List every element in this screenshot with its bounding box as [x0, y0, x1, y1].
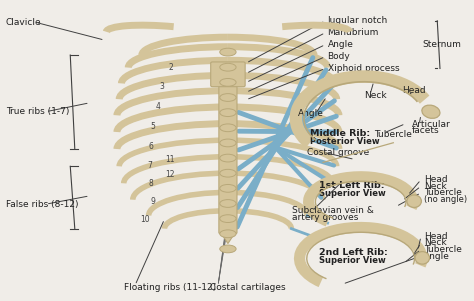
- Text: Floating ribs (11-12): Floating ribs (11-12): [124, 283, 216, 292]
- Text: 1st Left Rib:: 1st Left Rib:: [319, 181, 384, 190]
- Ellipse shape: [220, 215, 236, 222]
- Text: True ribs (1-7): True ribs (1-7): [6, 107, 69, 116]
- Text: Posterior View: Posterior View: [310, 137, 380, 146]
- Text: Angle: Angle: [328, 40, 354, 49]
- Polygon shape: [221, 232, 235, 244]
- Text: Angle: Angle: [424, 252, 449, 261]
- Text: 4: 4: [155, 102, 160, 111]
- Text: Neck: Neck: [424, 238, 447, 247]
- Text: artery grooves: artery grooves: [292, 213, 359, 222]
- Text: Superior View: Superior View: [319, 256, 385, 265]
- Text: 12: 12: [165, 170, 175, 179]
- Text: 5: 5: [151, 122, 155, 131]
- Ellipse shape: [407, 195, 421, 207]
- Text: Manubrium: Manubrium: [328, 28, 379, 37]
- Ellipse shape: [422, 105, 440, 118]
- Text: False ribs (8-12): False ribs (8-12): [6, 200, 78, 209]
- Text: Costal cartilages: Costal cartilages: [210, 283, 285, 292]
- Ellipse shape: [220, 185, 236, 192]
- Text: Sternum: Sternum: [423, 40, 462, 49]
- Text: Tubercle: Tubercle: [374, 130, 412, 138]
- Text: 8: 8: [148, 179, 153, 188]
- Text: Tubercle: Tubercle: [424, 245, 462, 254]
- Ellipse shape: [220, 200, 236, 207]
- Text: 9: 9: [151, 197, 155, 206]
- Text: Neck: Neck: [364, 91, 386, 100]
- Text: (no angle): (no angle): [424, 195, 467, 204]
- Text: 10: 10: [141, 215, 150, 224]
- Ellipse shape: [220, 109, 236, 116]
- Ellipse shape: [220, 63, 236, 71]
- Text: 2: 2: [169, 63, 173, 72]
- Text: Head: Head: [424, 175, 447, 184]
- FancyBboxPatch shape: [211, 62, 245, 87]
- Ellipse shape: [220, 154, 236, 162]
- Text: Xiphoid process: Xiphoid process: [328, 64, 399, 73]
- Ellipse shape: [220, 230, 236, 238]
- Text: Angle: Angle: [298, 109, 324, 118]
- Text: Superior View: Superior View: [319, 189, 385, 198]
- FancyBboxPatch shape: [219, 76, 237, 234]
- Ellipse shape: [220, 139, 236, 147]
- Text: 7: 7: [147, 161, 153, 170]
- Text: Subclavian vein &: Subclavian vein &: [292, 206, 374, 215]
- Text: Clavicle: Clavicle: [6, 18, 42, 27]
- Text: Jugular notch: Jugular notch: [328, 16, 388, 25]
- Ellipse shape: [220, 245, 236, 253]
- Text: 3: 3: [160, 82, 164, 91]
- Text: Middle Rib:: Middle Rib:: [310, 129, 371, 138]
- Text: Neck: Neck: [424, 182, 447, 191]
- Text: Body: Body: [328, 52, 350, 61]
- Text: Head: Head: [402, 86, 426, 95]
- Ellipse shape: [220, 94, 236, 101]
- Ellipse shape: [415, 252, 429, 264]
- Text: 11: 11: [165, 155, 175, 164]
- Text: Costal groove: Costal groove: [307, 148, 369, 157]
- Text: facets: facets: [411, 126, 439, 135]
- Text: Articular: Articular: [411, 120, 450, 129]
- Ellipse shape: [220, 124, 236, 132]
- Text: Tubercle: Tubercle: [424, 188, 462, 197]
- Ellipse shape: [220, 79, 236, 86]
- Text: 2nd Left Rib:: 2nd Left Rib:: [319, 248, 387, 257]
- Text: 6: 6: [148, 142, 154, 151]
- Text: Head: Head: [424, 232, 447, 241]
- Ellipse shape: [220, 169, 236, 177]
- Ellipse shape: [220, 48, 236, 56]
